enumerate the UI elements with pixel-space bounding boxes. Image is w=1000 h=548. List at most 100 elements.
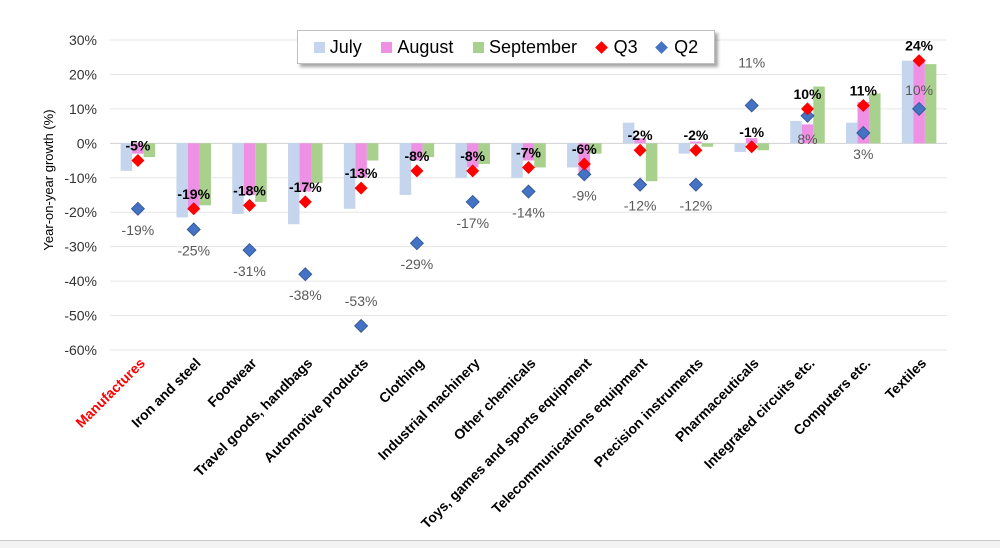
data-label-q2: -17% (456, 215, 489, 231)
marker-q3 (577, 157, 591, 171)
data-label-q3: -8% (404, 148, 429, 164)
x-tick-label: Clothing (376, 355, 427, 406)
data-label-q3: 10% (793, 86, 822, 102)
marker-q2 (354, 318, 369, 333)
bar-july (399, 143, 412, 195)
bar-august (690, 141, 702, 144)
data-label-q2: -14% (512, 205, 545, 221)
bar-july (734, 143, 746, 152)
data-label-q2: -29% (401, 256, 434, 272)
bar-september (869, 93, 881, 144)
bar-august (857, 102, 870, 144)
bar-september (590, 143, 602, 154)
x-tick-label: Precision instruments (591, 355, 706, 470)
bar-september (422, 143, 435, 158)
bar-september (478, 143, 490, 164)
bar-august (801, 124, 814, 144)
y-tick-label: -40% (64, 273, 97, 289)
bars (120, 60, 937, 225)
marker-q2 (744, 98, 759, 113)
data-label-q3: -6% (572, 141, 597, 157)
y-tick-label: -10% (64, 170, 97, 186)
bar-july (455, 143, 467, 178)
y-tick-label: 20% (69, 66, 97, 82)
marker-q3 (131, 154, 145, 168)
data-labels: -5% -19% -18% -17% -13% -8% -8% -7% -6% -2% -2% -1%… (122, 38, 934, 309)
bar-august (299, 143, 312, 192)
bar-september (924, 64, 937, 144)
bar-september (311, 143, 323, 183)
bar-july (343, 143, 356, 209)
marker-q2 (409, 236, 424, 251)
legend-item-q3: Q3 (594, 36, 638, 58)
marker-q3 (689, 143, 703, 157)
marker-q2 (521, 184, 536, 199)
y-tick-label: -20% (64, 204, 97, 220)
x-tick-label: Textiles (882, 355, 930, 403)
bar-september (757, 143, 769, 151)
data-label-q3: -2% (628, 127, 653, 143)
bar-july (288, 143, 300, 225)
data-label-q2: -12% (680, 198, 713, 214)
window-bottom-strip (0, 540, 1000, 548)
data-label-q3: -18% (233, 182, 266, 198)
data-label-q2: -12% (624, 198, 657, 214)
bar-august (522, 143, 535, 161)
bar-july (511, 143, 523, 178)
marker-q2 (577, 167, 592, 182)
legend-item-july: July (313, 37, 362, 58)
legend-label: Q2 (674, 36, 699, 57)
data-label-q2: -31% (233, 263, 266, 279)
marker-q3 (243, 198, 256, 212)
marker-q2 (856, 125, 871, 141)
legend-swatch-july (313, 41, 325, 53)
y-tick-label: 0% (77, 135, 97, 151)
bar-august (243, 143, 256, 195)
bar-august (187, 143, 200, 211)
data-label-q3: 24% (905, 38, 934, 54)
y-tick-label: 10% (69, 101, 97, 117)
bar-september (645, 143, 658, 182)
bar-july (846, 122, 858, 144)
data-label-q2: 3% (853, 146, 873, 162)
data-label-q3: -17% (289, 179, 322, 195)
y-axis-ticks: 30% 20% 10% 0% -10% -20% -30% -40% -50% -60% (64, 32, 97, 358)
bar-july (790, 120, 802, 144)
data-label-q3: -19% (177, 186, 210, 202)
data-label-q3: -1% (739, 124, 764, 140)
data-label-q2: -53% (345, 293, 378, 309)
data-label-q2: 11% (738, 54, 765, 70)
bar-july (232, 143, 244, 214)
marker-q3 (187, 202, 201, 216)
x-tick-label: Automotive products (260, 355, 371, 466)
marker-q2 (633, 177, 648, 192)
x-tick-label: Industrial machinery (375, 355, 483, 463)
y-tick-label: -50% (64, 308, 97, 324)
marker-q3 (354, 181, 368, 195)
bar-july (567, 143, 579, 168)
data-label-q2: -38% (289, 287, 322, 303)
bar-july (678, 143, 691, 154)
markers (130, 54, 927, 333)
marker-q3 (633, 143, 647, 157)
legend-label: Q3 (613, 36, 638, 57)
bar-july (901, 60, 914, 144)
legend-label: August (397, 36, 454, 57)
legend: July August September Q3 Q2 (297, 30, 715, 64)
bar-august (132, 143, 144, 154)
marker-q2 (465, 194, 480, 209)
legend-diamond-q3-icon (594, 40, 608, 54)
y-axis-label: Year-on-year growth (%) (41, 109, 56, 250)
marker-q2 (242, 243, 257, 258)
bar-september (534, 143, 546, 168)
bar-july (176, 143, 188, 218)
marker-q3 (466, 164, 480, 178)
y-tick-label: 30% (69, 32, 97, 48)
bar-september (143, 143, 156, 158)
marker-q2 (912, 101, 927, 116)
marker-q3 (912, 54, 926, 68)
x-tick-label: Footwear (204, 354, 260, 410)
legend-item-september: September (472, 37, 577, 58)
